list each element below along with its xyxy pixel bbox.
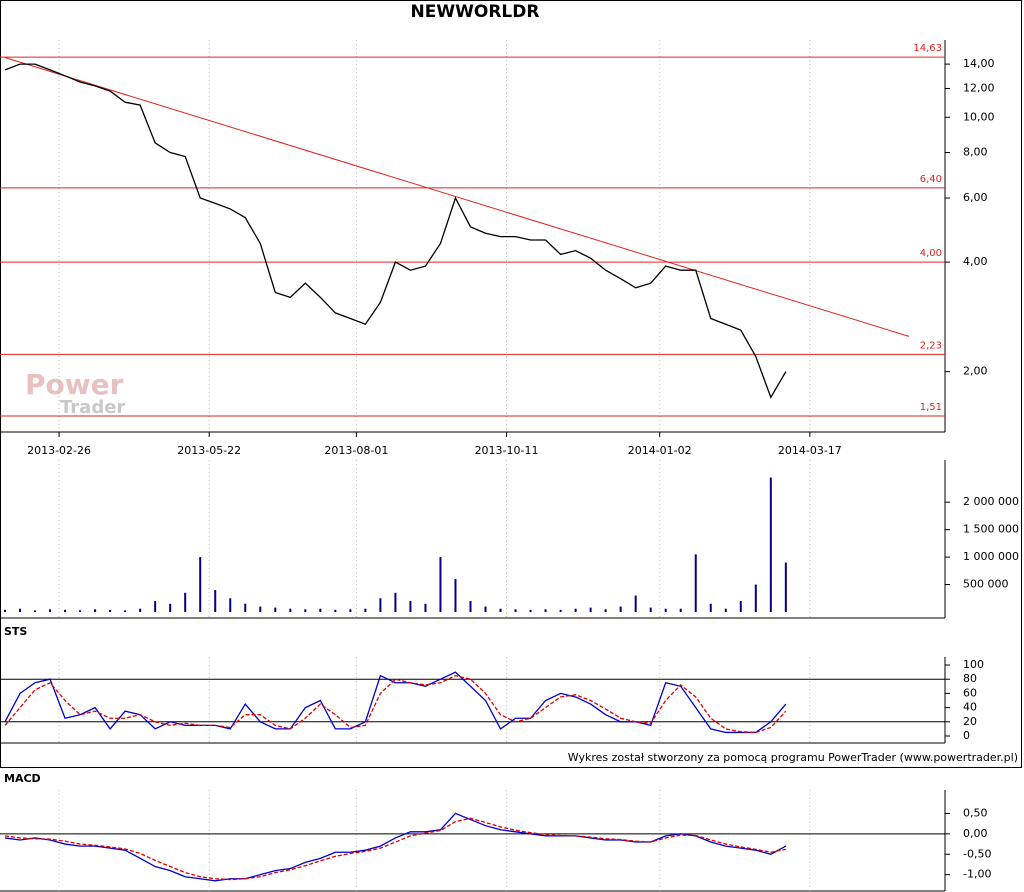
x-tick-label: 2013-08-01	[324, 444, 388, 457]
level-label: 4,00	[920, 248, 942, 259]
y-tick-label: 6,00	[963, 191, 988, 204]
level-label: 6,40	[920, 174, 942, 185]
logo: Power	[25, 368, 124, 401]
volume-bar	[694, 554, 697, 612]
volume-bar	[784, 562, 787, 612]
footer: Wykres został stworzony za pomocą progra…	[568, 751, 1018, 764]
volume-bar	[604, 609, 607, 612]
logo: Trader	[60, 397, 125, 418]
y-tick-label: 0,00	[963, 827, 988, 840]
volume-bar	[499, 608, 502, 612]
volume-bar	[124, 610, 127, 612]
y-tick-label: 10,00	[963, 110, 995, 123]
x-tick-label: 2013-10-11	[475, 444, 539, 457]
x-tick-label: 2013-02-26	[27, 444, 91, 457]
level-label: 1,51	[920, 402, 942, 413]
chart-title: NEWWORLDR	[411, 2, 540, 22]
volume-bar	[289, 608, 292, 612]
volume-bar	[544, 609, 547, 612]
x-tick-label: 2013-05-22	[177, 444, 241, 457]
y-tick-label: 2,00	[963, 365, 988, 378]
volume-bar	[724, 608, 727, 612]
x-tick-label: 2014-01-02	[628, 444, 692, 457]
volume-bar	[739, 601, 742, 612]
volume-bar	[619, 606, 622, 612]
volume-bar	[679, 608, 682, 612]
volume-bar	[454, 579, 457, 612]
volume-bar	[514, 609, 517, 612]
y-tick-label: 0,50	[963, 806, 988, 819]
volume-bar	[304, 609, 307, 612]
series-line	[4, 812, 787, 882]
volume-bar	[184, 592, 187, 612]
volume-bar	[64, 609, 67, 612]
volume-bar	[364, 608, 367, 612]
y-tick-label: 60	[963, 686, 977, 699]
volume-bar	[94, 609, 97, 612]
volume-bar	[484, 606, 487, 612]
y-tick-label: 40	[963, 701, 977, 714]
volume-bar	[319, 608, 322, 612]
volume-bar	[139, 608, 142, 612]
volume-bar	[259, 606, 262, 612]
y-tick-label: 80	[963, 672, 977, 685]
volume-bar	[574, 608, 577, 612]
y-tick-label: 14,00	[963, 57, 995, 70]
volume-bar	[394, 592, 397, 612]
y-tick-label: 12,00	[963, 81, 995, 94]
series-line	[4, 63, 787, 399]
volume-bar	[49, 609, 52, 612]
volume-bar	[469, 601, 472, 612]
volume-bar	[769, 477, 772, 612]
volume-bar	[649, 607, 652, 612]
y-tick-label: -1,00	[963, 868, 991, 881]
volume-bar	[244, 603, 247, 612]
y-tick-label: 20	[963, 715, 977, 728]
volume-bar	[424, 603, 427, 612]
series-line	[4, 817, 786, 881]
volume-bar	[709, 603, 712, 612]
y-tick-label: 1 000 000	[963, 550, 1019, 563]
volume-bar	[34, 610, 37, 612]
volume-bar	[334, 609, 337, 612]
volume-bar	[529, 609, 532, 612]
volume-bar	[754, 584, 757, 612]
y-tick-label: 4,00	[963, 255, 988, 268]
y-tick-label: 2 000 000	[963, 495, 1019, 508]
trendline	[4, 57, 910, 337]
y-tick-label: -0,50	[963, 847, 991, 860]
volume-bar	[214, 590, 217, 612]
volume-bar	[274, 607, 277, 612]
volume-bar	[664, 608, 667, 612]
volume-bar	[169, 603, 172, 612]
volume-bar	[199, 557, 202, 612]
y-tick-label: 1 500 000	[963, 523, 1019, 536]
level-label: 14,63	[913, 43, 942, 54]
x-tick-label: 2014-03-17	[778, 444, 842, 457]
volume-bar	[379, 598, 382, 612]
volume-bar	[4, 609, 6, 612]
volume-bar	[589, 607, 592, 612]
y-tick-label: 100	[963, 658, 984, 671]
y-tick-label: 500 000	[963, 578, 1009, 591]
volume-bar	[634, 595, 637, 612]
volume-bar	[109, 609, 112, 612]
volume-bar	[19, 608, 22, 612]
volume-bar	[79, 610, 82, 612]
y-tick-label: 8,00	[963, 146, 988, 159]
panel-title: STS	[4, 625, 27, 638]
panel-title: MACD	[4, 772, 41, 785]
series-line	[4, 671, 787, 734]
volume-bar	[349, 609, 352, 612]
volume-bar	[409, 601, 412, 612]
volume-bar	[154, 601, 157, 612]
y-tick-label: 0	[963, 729, 970, 742]
volume-bar	[229, 598, 232, 612]
frame	[0, 0, 1022, 768]
level-label: 2,23	[920, 340, 942, 351]
volume-bar	[559, 609, 562, 612]
volume-bar	[439, 557, 442, 612]
series-line	[4, 674, 787, 734]
